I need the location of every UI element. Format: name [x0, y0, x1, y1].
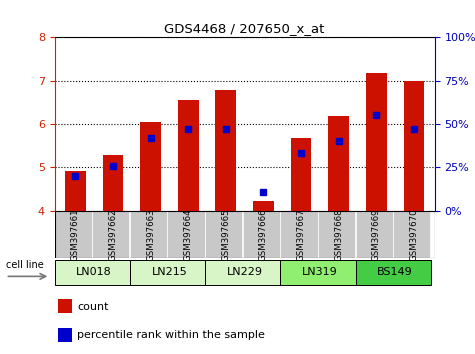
- Bar: [55, 260, 130, 285]
- Text: GSM397666: GSM397666: [259, 208, 268, 261]
- Bar: [65, 171, 86, 211]
- Bar: [168, 211, 205, 258]
- Bar: [58, 299, 72, 313]
- Bar: [291, 138, 312, 211]
- Bar: [366, 73, 387, 211]
- Bar: [318, 211, 355, 258]
- Text: LN215: LN215: [152, 267, 187, 277]
- Bar: [130, 211, 167, 258]
- Bar: [356, 260, 431, 285]
- Bar: [92, 211, 130, 258]
- Text: GSM397661: GSM397661: [71, 208, 80, 261]
- Bar: [103, 155, 124, 211]
- Text: LN229: LN229: [227, 267, 263, 277]
- Bar: [140, 122, 161, 211]
- Text: BS149: BS149: [377, 267, 413, 277]
- Text: percentile rank within the sample: percentile rank within the sample: [77, 330, 266, 340]
- Bar: [178, 100, 199, 211]
- Text: GSM397667: GSM397667: [296, 208, 305, 261]
- Bar: [130, 260, 205, 285]
- Bar: [216, 90, 236, 211]
- Text: GSM397664: GSM397664: [184, 208, 193, 261]
- Title: GDS4468 / 207650_x_at: GDS4468 / 207650_x_at: [164, 22, 325, 35]
- Text: GSM397662: GSM397662: [108, 208, 117, 261]
- Bar: [253, 201, 274, 211]
- Bar: [404, 81, 424, 211]
- Bar: [205, 260, 280, 285]
- Text: GSM397663: GSM397663: [146, 208, 155, 261]
- Bar: [328, 116, 349, 211]
- Bar: [243, 211, 280, 258]
- Text: count: count: [77, 302, 109, 312]
- Bar: [205, 211, 242, 258]
- Bar: [356, 211, 393, 258]
- Text: cell line: cell line: [6, 260, 43, 270]
- Bar: [280, 211, 318, 258]
- Bar: [280, 260, 356, 285]
- Text: GSM397665: GSM397665: [221, 208, 230, 261]
- Text: GSM397669: GSM397669: [372, 208, 381, 261]
- Bar: [58, 328, 72, 342]
- Text: LN319: LN319: [302, 267, 338, 277]
- Text: LN018: LN018: [76, 267, 112, 277]
- Bar: [393, 211, 430, 258]
- Text: GSM397670: GSM397670: [409, 208, 418, 261]
- Text: GSM397668: GSM397668: [334, 208, 343, 261]
- Bar: [55, 211, 92, 258]
